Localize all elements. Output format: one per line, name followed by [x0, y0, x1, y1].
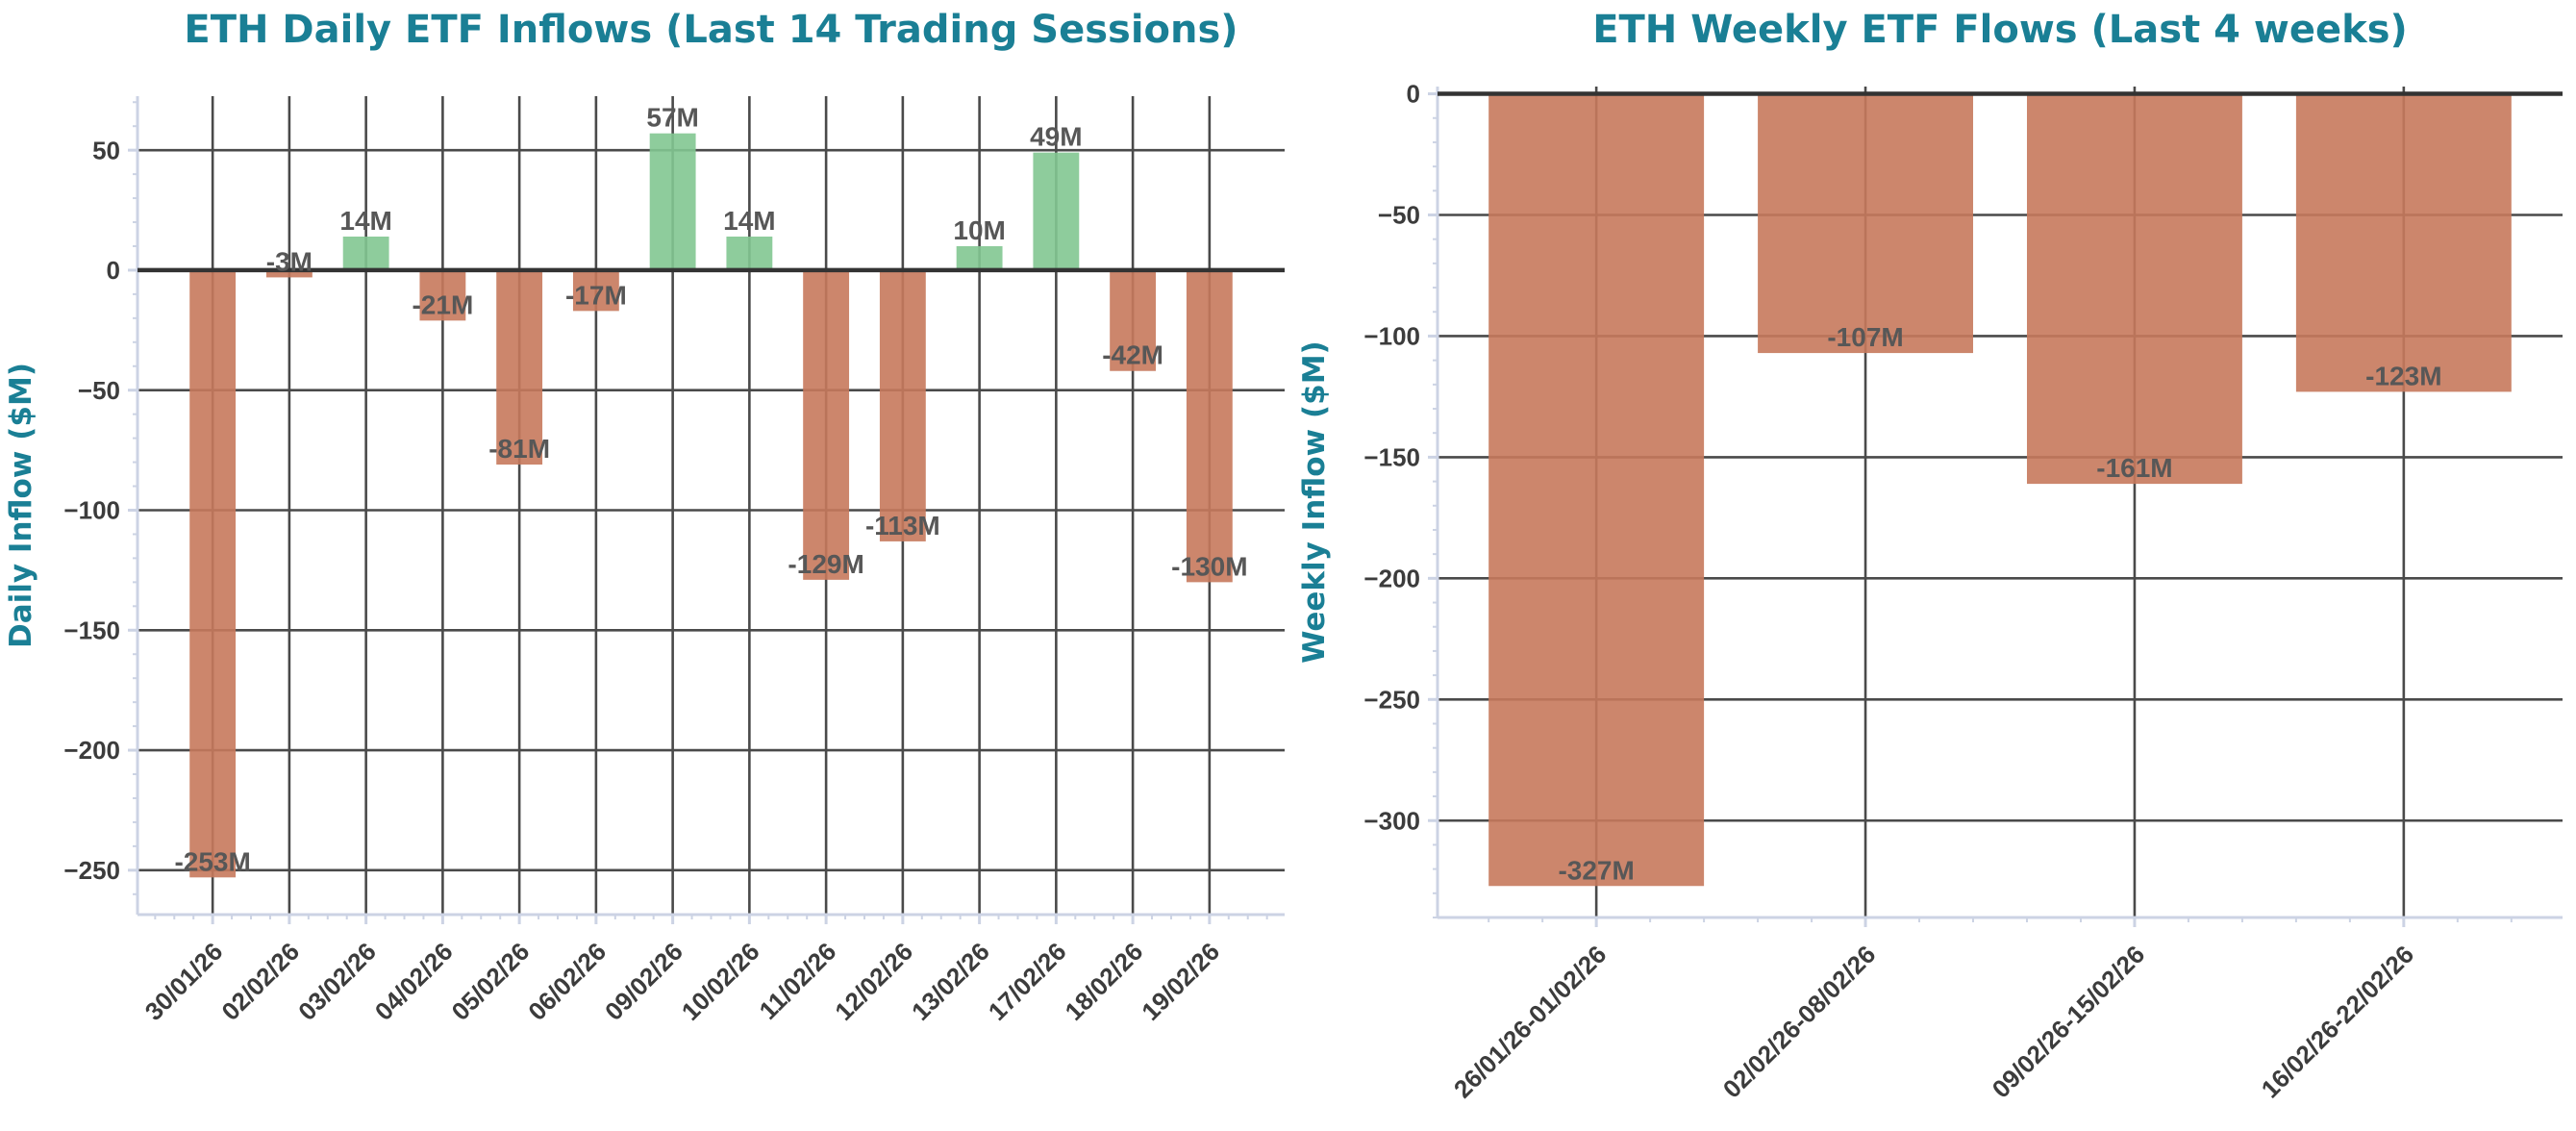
x-tick-label: 09/02/26	[599, 937, 688, 1026]
bar-value-label: -327M	[1558, 855, 1634, 885]
bar-18/02/26	[1110, 269, 1157, 371]
x-tick-label: 10/02/26	[676, 937, 765, 1026]
bar-04/02/26	[419, 269, 466, 321]
bar-05/02/26	[496, 269, 543, 465]
bar-value-label: 49M	[1030, 122, 1082, 152]
chart-title: ETH Weekly ETF Flows (Last 4 weeks)	[1592, 8, 2408, 52]
bar-value-label: 14M	[723, 206, 775, 236]
x-tick-label: 12/02/26	[829, 937, 918, 1026]
y-axis-label: Weekly Inflow ($M)	[1297, 340, 1332, 663]
chart-title: ETH Daily ETF Inflows (Last 14 Trading S…	[184, 8, 1238, 52]
y-tick-label: 0	[1407, 80, 1420, 109]
x-tick-label: 04/02/26	[369, 937, 459, 1026]
y-tick-label: −100	[63, 496, 120, 525]
x-tick-label: 03/02/26	[292, 937, 382, 1026]
bar-value-label: -161M	[2096, 453, 2172, 483]
y-tick-label: −50	[1378, 201, 1420, 230]
x-tick-label: 02/02/26-08/02/26	[1717, 940, 1881, 1103]
bar-value-label: 10M	[953, 215, 1005, 245]
x-tick-label: 11/02/26	[754, 937, 842, 1025]
bar-19/02/26	[1186, 269, 1233, 583]
bar-value-label: -3M	[266, 246, 313, 276]
y-tick-label: 50	[92, 136, 120, 164]
x-tick-label: 17/02/26	[983, 937, 1072, 1026]
bar-12/02/26	[879, 269, 926, 541]
bar-value-label: -21M	[412, 289, 473, 319]
bar-value-label: -129M	[788, 549, 863, 579]
bar-26/01/26-01/02/26	[1488, 93, 1705, 887]
y-tick-label: −100	[1363, 322, 1420, 351]
bar-09/02/26-15/02/26	[2026, 93, 2242, 485]
daily-etf-inflows-chart-panel: 50 0 −50 −100 −150 −200 −250 30/01/26 02/02/26 03…	[4, 8, 1285, 1026]
bar-value-label: -17M	[565, 280, 627, 310]
bar-02/02/26-08/02/26	[1758, 93, 1974, 354]
bar-10/02/26	[726, 236, 773, 270]
x-tick-label: 30/01/26	[139, 937, 229, 1026]
y-tick-label: −200	[1363, 564, 1420, 592]
bar-09/02/26	[649, 133, 696, 270]
y-tick-label: −300	[1363, 806, 1420, 835]
bar-13/02/26	[956, 245, 1003, 270]
bar-value-label: -107M	[1827, 322, 1903, 352]
bar-17/02/26	[1033, 152, 1080, 270]
bar-06/02/26	[572, 269, 619, 312]
bar-value-label: -42M	[1102, 340, 1163, 370]
y-tick-label: −150	[1363, 442, 1420, 471]
x-tick-label: 13/02/26	[906, 937, 995, 1026]
bar-value-label: -253M	[174, 846, 250, 876]
bar-value-label: -113M	[865, 511, 940, 540]
x-tick-label: 26/01/26-01/02/26	[1448, 940, 1612, 1103]
y-tick-label: −50	[78, 376, 120, 405]
bar-30/01/26	[189, 269, 237, 878]
bar-value-label: -130M	[1171, 551, 1247, 581]
weekly-etf-flows-chart: 0 −50 −100 −150 −200 −250 −300 26/01/26-01/02/2…	[1297, 8, 2563, 1103]
bar-03/02/26	[342, 236, 389, 270]
x-tick-label: 06/02/26	[522, 937, 612, 1026]
bar-value-label: -81M	[488, 434, 550, 464]
y-axis-label: Daily Inflow ($M)	[4, 363, 38, 648]
y-tick-label: −250	[63, 856, 120, 885]
x-tick-label: 18/02/26	[1060, 937, 1149, 1026]
bar-value-label: 14M	[339, 206, 391, 236]
y-tick-label: −150	[63, 616, 120, 644]
bar-16/02/26-22/02/26	[2295, 93, 2512, 392]
weekly-etf-flows-chart-panel: 0 −50 −100 −150 −200 −250 −300 26/01/26-01/02/2…	[1293, 0, 2576, 1131]
bar-value-label: -123M	[2365, 361, 2441, 390]
daily-etf-inflows-chart: 50 0 −50 −100 −150 −200 −250 30/01/2602/02/2603…	[4, 8, 1285, 1026]
y-tick-label: 0	[107, 256, 120, 285]
x-tick-label: 02/02/26	[215, 937, 305, 1026]
y-tick-label: −200	[63, 736, 120, 765]
x-tick-label: 09/02/26-15/02/26	[1987, 940, 2150, 1103]
bar-11/02/26	[803, 269, 850, 580]
y-tick-label: −250	[1363, 685, 1420, 714]
bar-02/02/26	[265, 269, 313, 278]
x-tick-label: 16/02/26-22/02/26	[2256, 940, 2419, 1103]
x-tick-label: 05/02/26	[446, 937, 536, 1026]
bar-value-label: 57M	[646, 103, 698, 133]
x-tick-label: 19/02/26	[1136, 937, 1225, 1026]
